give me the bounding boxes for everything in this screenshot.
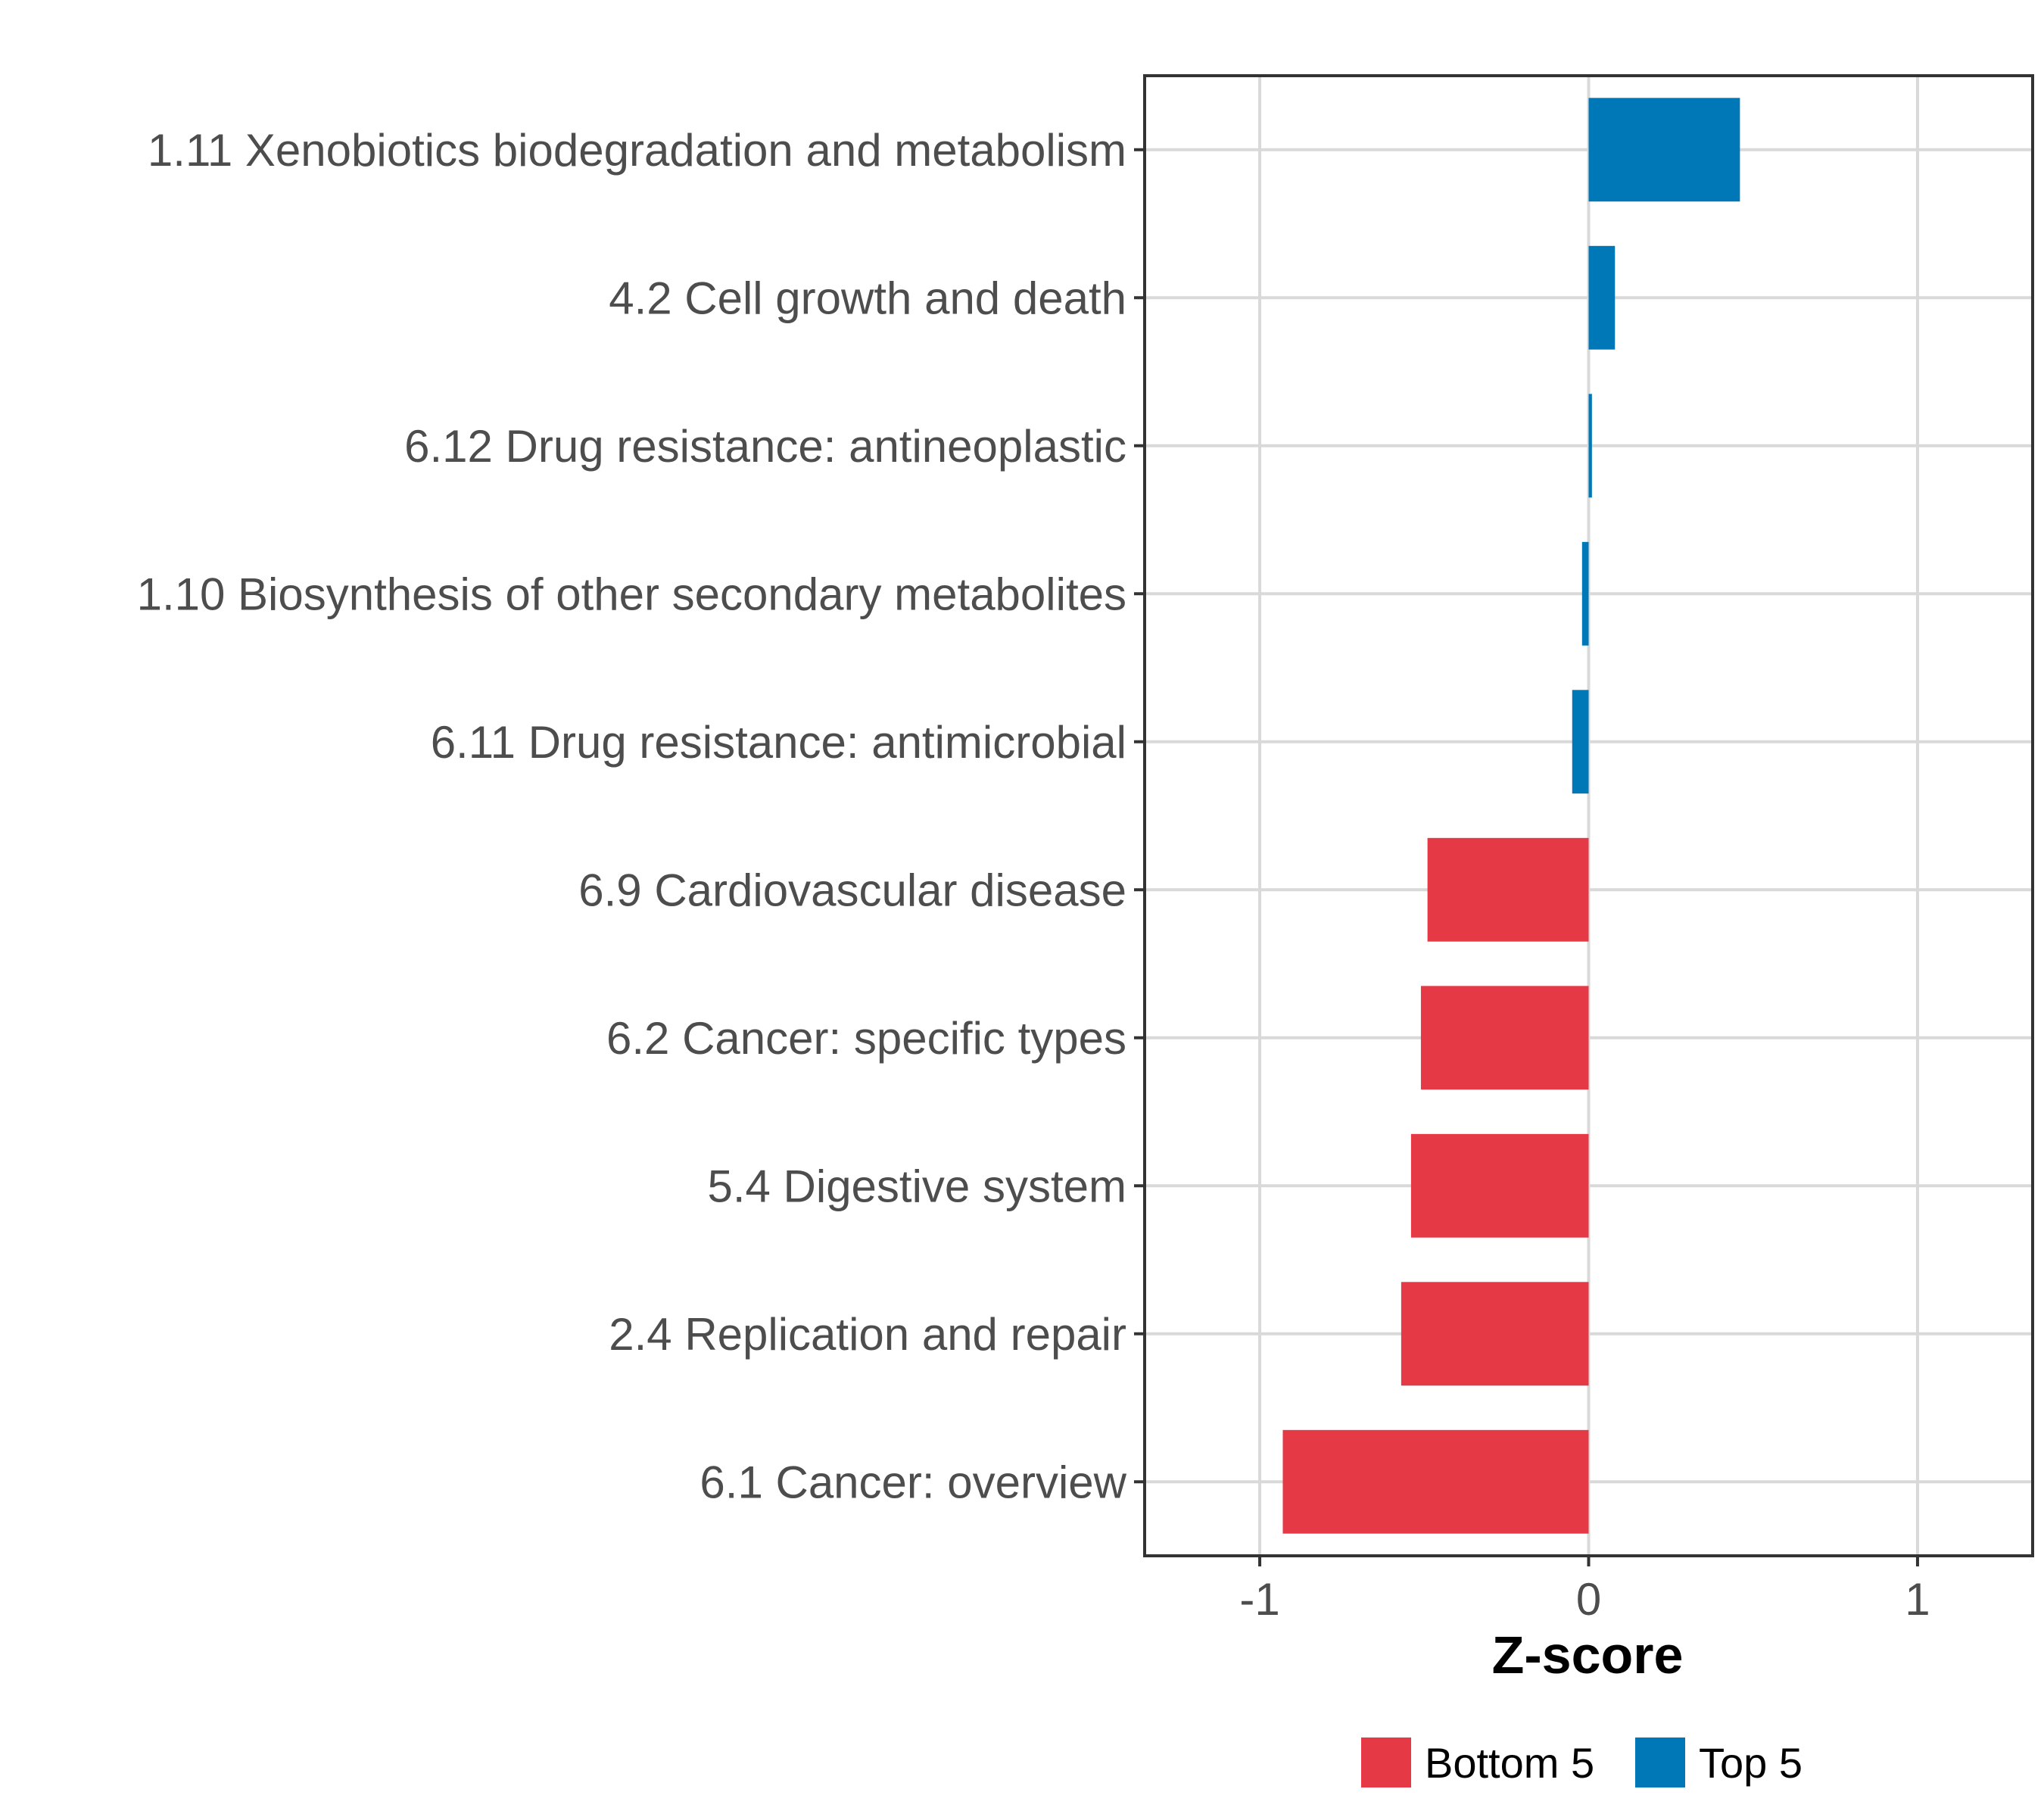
legend-swatch [1635,1738,1685,1787]
legend-label: Bottom 5 [1425,1739,1594,1787]
y-tick-label: 4.2 Cell growth and death [609,273,1126,323]
y-tick-label: 1.10 Biosynthesis of other secondary met… [137,569,1126,619]
bar [1427,837,1589,942]
y-tick-label: 6.9 Cardiovascular disease [578,865,1126,915]
y-tick-label: 6.1 Cancer: overview [700,1457,1126,1507]
bar [1401,1282,1589,1386]
bar [1588,98,1740,202]
bar [1588,245,1616,350]
bar [1282,1429,1589,1534]
x-tick-label: 0 [1576,1574,1601,1625]
y-tick-label: 2.4 Replication and repair [609,1309,1126,1360]
bar-layer [1282,98,1740,1534]
bar [1420,986,1589,1090]
legend-item: Top 5 [1635,1738,1803,1787]
legend-label: Top 5 [1699,1739,1803,1787]
y-tick-label: 5.4 Digestive system [707,1161,1126,1211]
y-tick-label: 6.2 Cancer: specific types [606,1013,1126,1064]
legend-swatch [1361,1738,1411,1787]
bar [1588,394,1592,498]
legend-item: Bottom 5 [1361,1738,1594,1787]
y-tick-label: 1.11 Xenobiotics biodegradation and meta… [148,125,1126,176]
x-axis-title: Z-score [1492,1625,1684,1685]
y-axis: 1.11 Xenobiotics biodegradation and meta… [137,125,1145,1507]
legend: Bottom 5 Top 5 [1361,1738,1803,1787]
x-tick-label: 1 [1905,1574,1930,1625]
x-tick-label: -1 [1239,1574,1279,1625]
bar [1572,690,1589,794]
y-tick-label: 6.11 Drug resistance: antimicrobial [431,717,1126,768]
y-tick-label: 6.12 Drug resistance: antineoplastic [404,421,1126,472]
x-axis: -1 0 1 [1239,1556,1930,1625]
bar [1581,541,1589,646]
bar [1410,1133,1589,1238]
